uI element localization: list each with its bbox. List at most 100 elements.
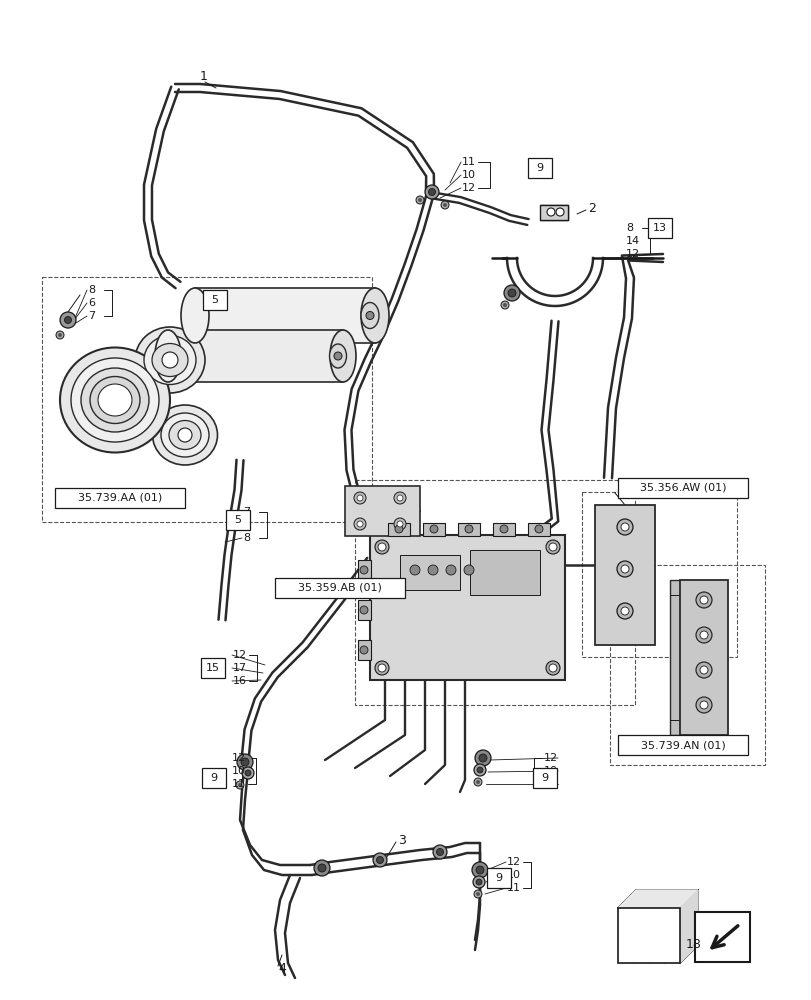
Text: 35.739.AA (01): 35.739.AA (01)	[78, 493, 162, 503]
Circle shape	[427, 565, 437, 575]
Text: 18: 18	[685, 938, 701, 952]
Text: 10: 10	[506, 870, 521, 880]
Text: 6: 6	[242, 520, 250, 530]
Text: 6: 6	[88, 298, 95, 308]
Bar	[617, 478, 747, 498]
Circle shape	[245, 770, 251, 776]
Text: 10: 10	[543, 766, 557, 776]
Bar	[609, 565, 764, 765]
Text: 3: 3	[397, 834, 406, 846]
Circle shape	[357, 495, 363, 501]
Ellipse shape	[329, 344, 346, 368]
Circle shape	[428, 188, 435, 196]
Text: 8: 8	[242, 533, 250, 543]
Circle shape	[64, 316, 71, 324]
Bar	[202, 768, 225, 788]
Circle shape	[476, 767, 483, 773]
Circle shape	[430, 525, 437, 533]
Circle shape	[463, 565, 474, 575]
Circle shape	[375, 661, 388, 675]
Bar	[423, 523, 444, 536]
Ellipse shape	[152, 405, 217, 465]
Circle shape	[376, 856, 383, 863]
Circle shape	[695, 697, 711, 713]
Bar	[275, 578, 405, 598]
Text: 12: 12	[233, 650, 247, 660]
Bar	[647, 218, 672, 238]
Circle shape	[242, 767, 254, 779]
Circle shape	[475, 892, 479, 896]
Bar	[370, 535, 564, 680]
Circle shape	[415, 196, 423, 204]
Circle shape	[378, 664, 385, 672]
Ellipse shape	[135, 327, 204, 393]
Circle shape	[699, 631, 707, 639]
Circle shape	[695, 627, 711, 643]
Bar	[354, 480, 634, 705]
Text: 35.739.AN (01): 35.739.AN (01)	[640, 740, 724, 750]
Circle shape	[695, 662, 711, 678]
Ellipse shape	[181, 288, 208, 343]
Bar	[201, 658, 225, 678]
Ellipse shape	[361, 302, 379, 328]
Circle shape	[699, 596, 707, 604]
Text: 14: 14	[625, 236, 639, 246]
Ellipse shape	[361, 288, 388, 343]
Ellipse shape	[161, 413, 208, 457]
Circle shape	[508, 289, 515, 297]
Text: 15: 15	[206, 663, 220, 673]
Text: 9: 9	[495, 873, 502, 883]
Circle shape	[354, 492, 366, 504]
Circle shape	[699, 666, 707, 674]
Bar	[358, 640, 371, 660]
Circle shape	[56, 331, 64, 339]
Circle shape	[616, 519, 633, 535]
Bar	[617, 735, 747, 755]
Circle shape	[504, 285, 519, 301]
Text: 12: 12	[506, 857, 521, 867]
Text: 8: 8	[625, 223, 633, 233]
Text: 11: 11	[506, 883, 521, 893]
Text: 17: 17	[233, 663, 247, 673]
Circle shape	[475, 866, 483, 874]
Circle shape	[620, 565, 629, 573]
Ellipse shape	[71, 358, 159, 442]
Circle shape	[397, 521, 402, 527]
Circle shape	[616, 603, 633, 619]
Circle shape	[359, 646, 367, 654]
Circle shape	[238, 783, 242, 787]
Circle shape	[502, 303, 506, 307]
Text: 9: 9	[536, 163, 543, 173]
Circle shape	[471, 862, 487, 878]
Text: 11: 11	[232, 779, 246, 789]
Circle shape	[333, 352, 341, 360]
Circle shape	[620, 523, 629, 531]
Bar	[527, 158, 551, 178]
Circle shape	[178, 428, 191, 442]
Circle shape	[545, 540, 560, 554]
Circle shape	[545, 661, 560, 675]
Circle shape	[474, 750, 491, 766]
Circle shape	[443, 203, 446, 207]
Bar	[225, 510, 250, 530]
Text: 9: 9	[210, 773, 217, 783]
Polygon shape	[679, 890, 697, 963]
Circle shape	[397, 495, 402, 501]
Bar	[55, 488, 185, 508]
Circle shape	[359, 566, 367, 574]
Circle shape	[394, 525, 402, 533]
Circle shape	[375, 540, 388, 554]
Ellipse shape	[144, 336, 195, 384]
Text: 4: 4	[277, 962, 285, 974]
Bar	[195, 288, 375, 343]
Text: 5: 5	[211, 295, 218, 305]
Circle shape	[436, 848, 443, 856]
Circle shape	[393, 518, 406, 530]
Circle shape	[424, 185, 439, 199]
Bar	[42, 277, 371, 522]
Bar	[617, 908, 679, 963]
Circle shape	[445, 565, 456, 575]
Circle shape	[699, 701, 707, 709]
Ellipse shape	[90, 376, 139, 424]
Circle shape	[440, 201, 448, 209]
